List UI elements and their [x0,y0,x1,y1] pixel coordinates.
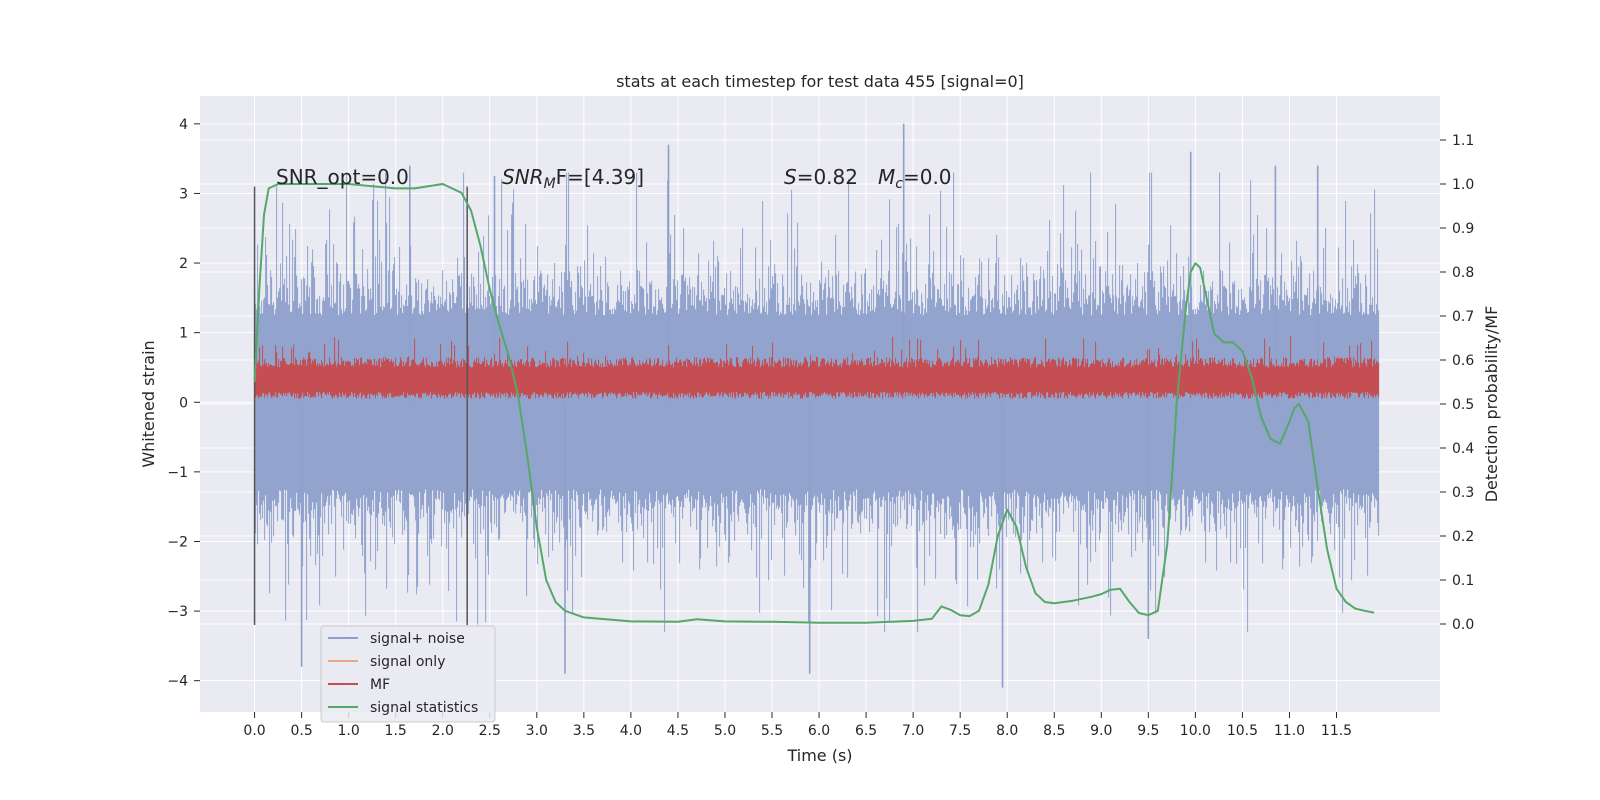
y-axis-right-label: Detection probability/MF [1482,306,1501,503]
annotation-snr-mf: SNRMF=[4.39] [502,165,644,192]
x-tick-label-23: 11.5 [1321,723,1352,739]
series-signal-statistics [253,183,1375,624]
x-tick-label-16: 8.0 [996,723,1018,739]
y-axis-left-ticks: 4 3 2 1 0 −1 −2 −3 −4 [167,117,200,690]
y-axis-label: Whitened strain [139,340,158,467]
x-tick-label-9: 4.5 [667,723,689,739]
x-tick-label-6: 3.0 [526,723,548,739]
x-tick-label-21: 10.5 [1227,723,1258,739]
x-tick-label-4: 2.0 [432,723,454,739]
annotation-mc-sub: c [895,176,903,192]
y-right-tick-label-10: 0.1 [1452,573,1474,589]
y-tick-label-5: −1 [167,465,188,481]
x-tick-label-2: 1.0 [338,723,360,739]
annotation-mc: Mc=0.0 [878,165,952,192]
annotation-mc-main: M [878,165,895,189]
x-tick-label-11: 5.5 [761,723,783,739]
y-right-tick-label-2: 0.9 [1452,221,1474,237]
y-right-tick-label-1: 1.0 [1452,177,1474,193]
x-tick-label-0: 0.0 [243,723,265,739]
x-tick-label-22: 11.0 [1274,723,1305,739]
y-right-tick-label-5: 0.6 [1452,353,1474,369]
x-tick-label-17: 8.5 [1043,723,1065,739]
legend: signal+ noise signal only MF signal stat… [320,625,496,723]
chart-title: stats at each timestep for test data 455… [616,72,1024,91]
y-tick-label-8: −4 [167,674,188,690]
x-tick-label-8: 4.0 [620,723,642,739]
x-tick-label-7: 3.5 [573,723,595,739]
y-right-tick-label-3: 0.8 [1452,265,1474,281]
x-tick-label-20: 10.0 [1180,723,1211,739]
signal-statistics-line [253,183,1375,624]
y-right-tick-label-9: 0.2 [1452,529,1474,545]
y-right-tick-label-4: 0.7 [1452,309,1474,325]
x-axis-label: Time (s) [786,746,852,765]
y-tick-label-3: 1 [179,326,188,342]
annotation-s: S=0.82 [784,165,858,189]
y-tick-label-1: 3 [179,186,188,202]
x-tick-label-3: 1.5 [385,723,407,739]
annotation-snr-mf-main: SNR [502,165,544,189]
y-tick-label-0: 4 [179,117,188,133]
y-right-tick-label-6: 0.5 [1452,397,1474,413]
y-right-tick-label-0: 1.1 [1452,133,1474,149]
legend-label-signal-only: signal only [370,654,445,670]
legend-label-mf: MF [370,677,390,693]
x-tick-label-10: 5.0 [714,723,736,739]
legend-box [320,625,496,723]
x-tick-label-13: 6.5 [855,723,877,739]
y-axis-right-ticks: 1.1 1.0 0.9 0.8 0.7 0.6 0.5 0.4 0.3 0.2 0.1 0.0 [1440,133,1474,633]
x-tick-label-19: 9.5 [1137,723,1159,739]
legend-label-signal-noise: signal+ noise [370,631,465,647]
x-tick-label-15: 7.5 [949,723,971,739]
y-right-tick-label-11: 0.0 [1452,617,1474,633]
annotation-snr-opt: SNR_opt=0.0 [276,165,409,189]
x-tick-label-12: 6.0 [808,723,830,739]
annotation-snr-mf-rest: F=[4.39] [556,165,644,189]
y-tick-label-4: 0 [179,395,188,411]
y-tick-label-7: −3 [167,604,188,620]
legend-label-signal-statistics: signal statistics [370,700,478,716]
x-tick-label-14: 7.0 [902,723,924,739]
y-right-tick-label-8: 0.3 [1452,485,1474,501]
x-tick-label-18: 9.0 [1090,723,1112,739]
y-tick-label-6: −2 [167,534,188,550]
annotation-snr-mf-sub: M [544,176,556,192]
y-right-tick-label-7: 0.4 [1452,441,1474,457]
y-tick-label-2: 2 [179,256,188,272]
x-axis-ticks: 0.0 0.5 1.0 1.5 2.0 2.5 3.0 3.5 4.0 4.5 5.0 5.5 6.0 6… [243,712,1352,739]
annotation-mc-rest: =0.0 [903,165,952,189]
annotation-s-rest: =0.82 [797,165,858,189]
vertical-markers [253,186,468,625]
annotation-s-main: S [784,165,797,189]
x-tick-label-1: 0.5 [290,723,312,739]
x-tick-label-5: 2.5 [479,723,501,739]
